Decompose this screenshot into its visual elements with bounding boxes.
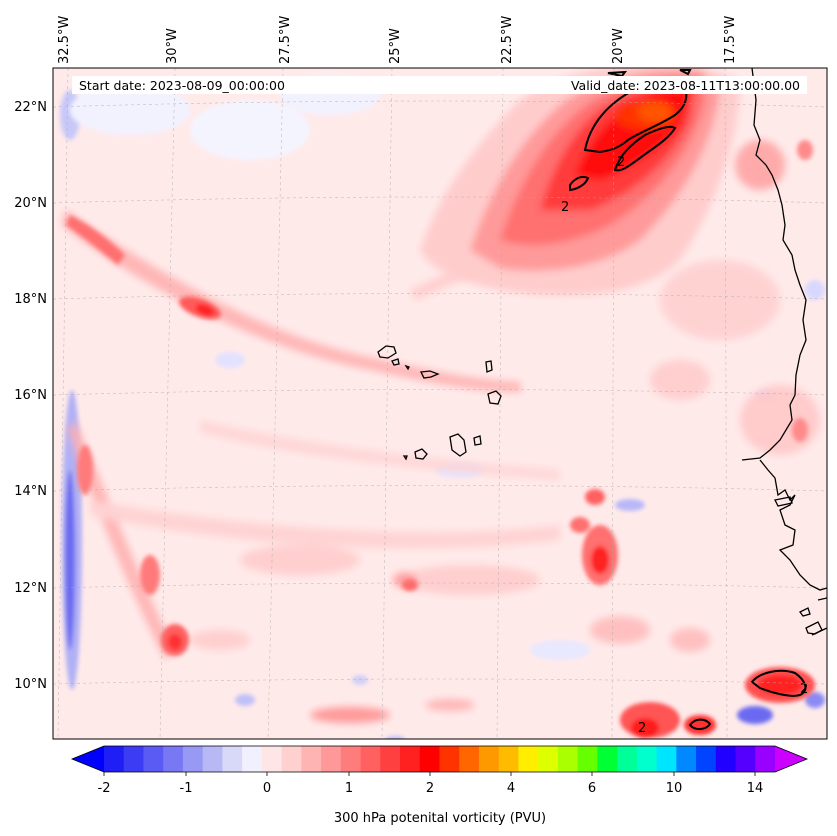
coastline-senegal-guinea: [759, 459, 827, 591]
lon-label: 32.5°W: [57, 16, 72, 64]
colorbar-cell: [538, 746, 559, 772]
moderate-pv-features: [66, 140, 815, 738]
lat-label: 20°N: [14, 196, 47, 211]
colorbar-tick-label: 1: [345, 781, 353, 796]
lat-label: 22°N: [14, 100, 47, 115]
colorbar-cell: [636, 746, 658, 772]
colorbar-cell: [222, 746, 243, 772]
colorbar-tick-label: 10: [666, 781, 683, 796]
contour-label: 2: [638, 721, 646, 736]
lon-label: 22.5°W: [500, 16, 515, 64]
colorbar-cell: [518, 746, 539, 772]
island-sao-nicolau: [420, 370, 440, 379]
lat-label: 18°N: [14, 292, 47, 307]
colorbar-cell: [321, 746, 342, 772]
longitude-labels: 32.5°W 30°W 27.5°W 25°W 22.5°W 20°W 17.5…: [57, 16, 738, 64]
colorbar-cell: [380, 746, 401, 772]
valid-date-label: Valid_date: 2023-08-11T13:00:00.00: [571, 78, 800, 93]
lon-label: 27.5°W: [278, 16, 293, 64]
date-header-bg: [72, 76, 807, 94]
colorbar-cell: [676, 746, 697, 772]
colorbar: -2 -1 0 1 2 4 6 10 14 300 hPa potenital …: [70, 745, 809, 826]
colorbar-cell: [360, 746, 381, 772]
lat-label: 14°N: [14, 484, 47, 499]
island-sao-vicente: [391, 358, 400, 366]
colorbar-title: 300 hPa potenital vorticity (PVU): [334, 811, 546, 826]
island-santo-antao: [377, 345, 397, 359]
colorbar-cell: [617, 746, 638, 772]
colorbar-cell: [597, 746, 618, 772]
start-date-label: Start date: 2023-08-09_00:00:00: [79, 78, 285, 93]
colorbar-cell: [478, 746, 500, 772]
colorbar-cell: [577, 746, 598, 772]
map-panel: 2 2 2 2: [52, 67, 828, 740]
colorbar-cell: [261, 746, 283, 772]
colorbar-cell: [242, 746, 263, 772]
colorbar-cell: [400, 746, 421, 772]
colorbar-cell: [419, 746, 441, 772]
colorbar-tick-label: -2: [98, 781, 111, 796]
colorbar-tick-label: 2: [426, 781, 434, 796]
colorbar-cell: [439, 746, 460, 772]
cape-verde-islands: [377, 345, 502, 461]
colorbar-cell: [557, 746, 579, 772]
low-pv-patches: [60, 75, 825, 739]
colorbar-tick-label: 4: [507, 781, 515, 796]
date-header: Start date: 2023-08-09_00:00:00 Valid_da…: [72, 76, 807, 94]
lat-label: 16°N: [14, 388, 47, 403]
pv-2-contours: [569, 69, 807, 730]
lon-label: 20°W: [611, 28, 626, 64]
colorbar-cell: [755, 746, 776, 772]
contour-labels: 2 2 2 2: [561, 155, 808, 736]
lat-label: 12°N: [14, 581, 47, 596]
lon-label: 17.5°W: [723, 16, 738, 64]
island-santiago: [449, 433, 467, 457]
lon-label: 25°W: [388, 28, 403, 64]
colorbar-cell: [735, 746, 756, 772]
island-boa-vista: [487, 390, 502, 405]
island-maio: [473, 435, 482, 446]
colorbar-cell: [301, 746, 322, 772]
colorbar-tick-labels: -2 -1 0 1 2 4 6 10 14: [98, 781, 764, 796]
colorbar-ticks: [103, 772, 756, 776]
colorbar-cell: [202, 746, 224, 772]
colorbar-cell: [656, 746, 677, 772]
colorbar-cell: [498, 746, 520, 772]
map-border: [52, 67, 828, 740]
lon-label: 30°W: [165, 28, 180, 64]
gridlines: [53, 68, 827, 739]
island-fogo: [414, 448, 428, 460]
colorbar-cell: [715, 746, 737, 772]
colorbar-extend-min: [72, 746, 104, 772]
colorbar-cell: [143, 746, 164, 772]
latitude-labels: 22°N 20°N 18°N 16°N 14°N 12°N 10°N: [14, 100, 47, 692]
colorbar-tick-label: 14: [747, 781, 764, 796]
colorbar-cell: [281, 746, 302, 772]
colorbar-cell: [163, 746, 184, 772]
colorbar-cell: [459, 746, 480, 772]
colorbar-cells: [104, 746, 776, 772]
colorbar-tick-label: 6: [588, 781, 596, 796]
colorbar-tick-label: -1: [180, 781, 193, 796]
colorbar-cell: [123, 746, 145, 772]
colorbar-cell: [340, 746, 362, 772]
island-sal: [485, 360, 493, 373]
island-santa-luzia: [404, 364, 410, 371]
island-brava: [402, 455, 408, 461]
contour-label: 2: [617, 155, 625, 170]
high-pv-region-north: [420, 68, 785, 296]
colorbar-cell: [104, 746, 125, 772]
colorbar-cell: [182, 746, 204, 772]
lat-label: 10°N: [14, 677, 47, 692]
colorbar-tick-label: 0: [263, 781, 271, 796]
contour-label: 2: [561, 200, 569, 215]
colorbar-extend-max: [775, 746, 807, 772]
african-coastline: [741, 68, 827, 636]
colorbar-cell: [696, 746, 717, 772]
contour-label: 2: [800, 682, 808, 697]
coastline-western-sahara-mauritania: [741, 68, 807, 461]
pv-field: 2 2 2 2: [53, 68, 827, 739]
